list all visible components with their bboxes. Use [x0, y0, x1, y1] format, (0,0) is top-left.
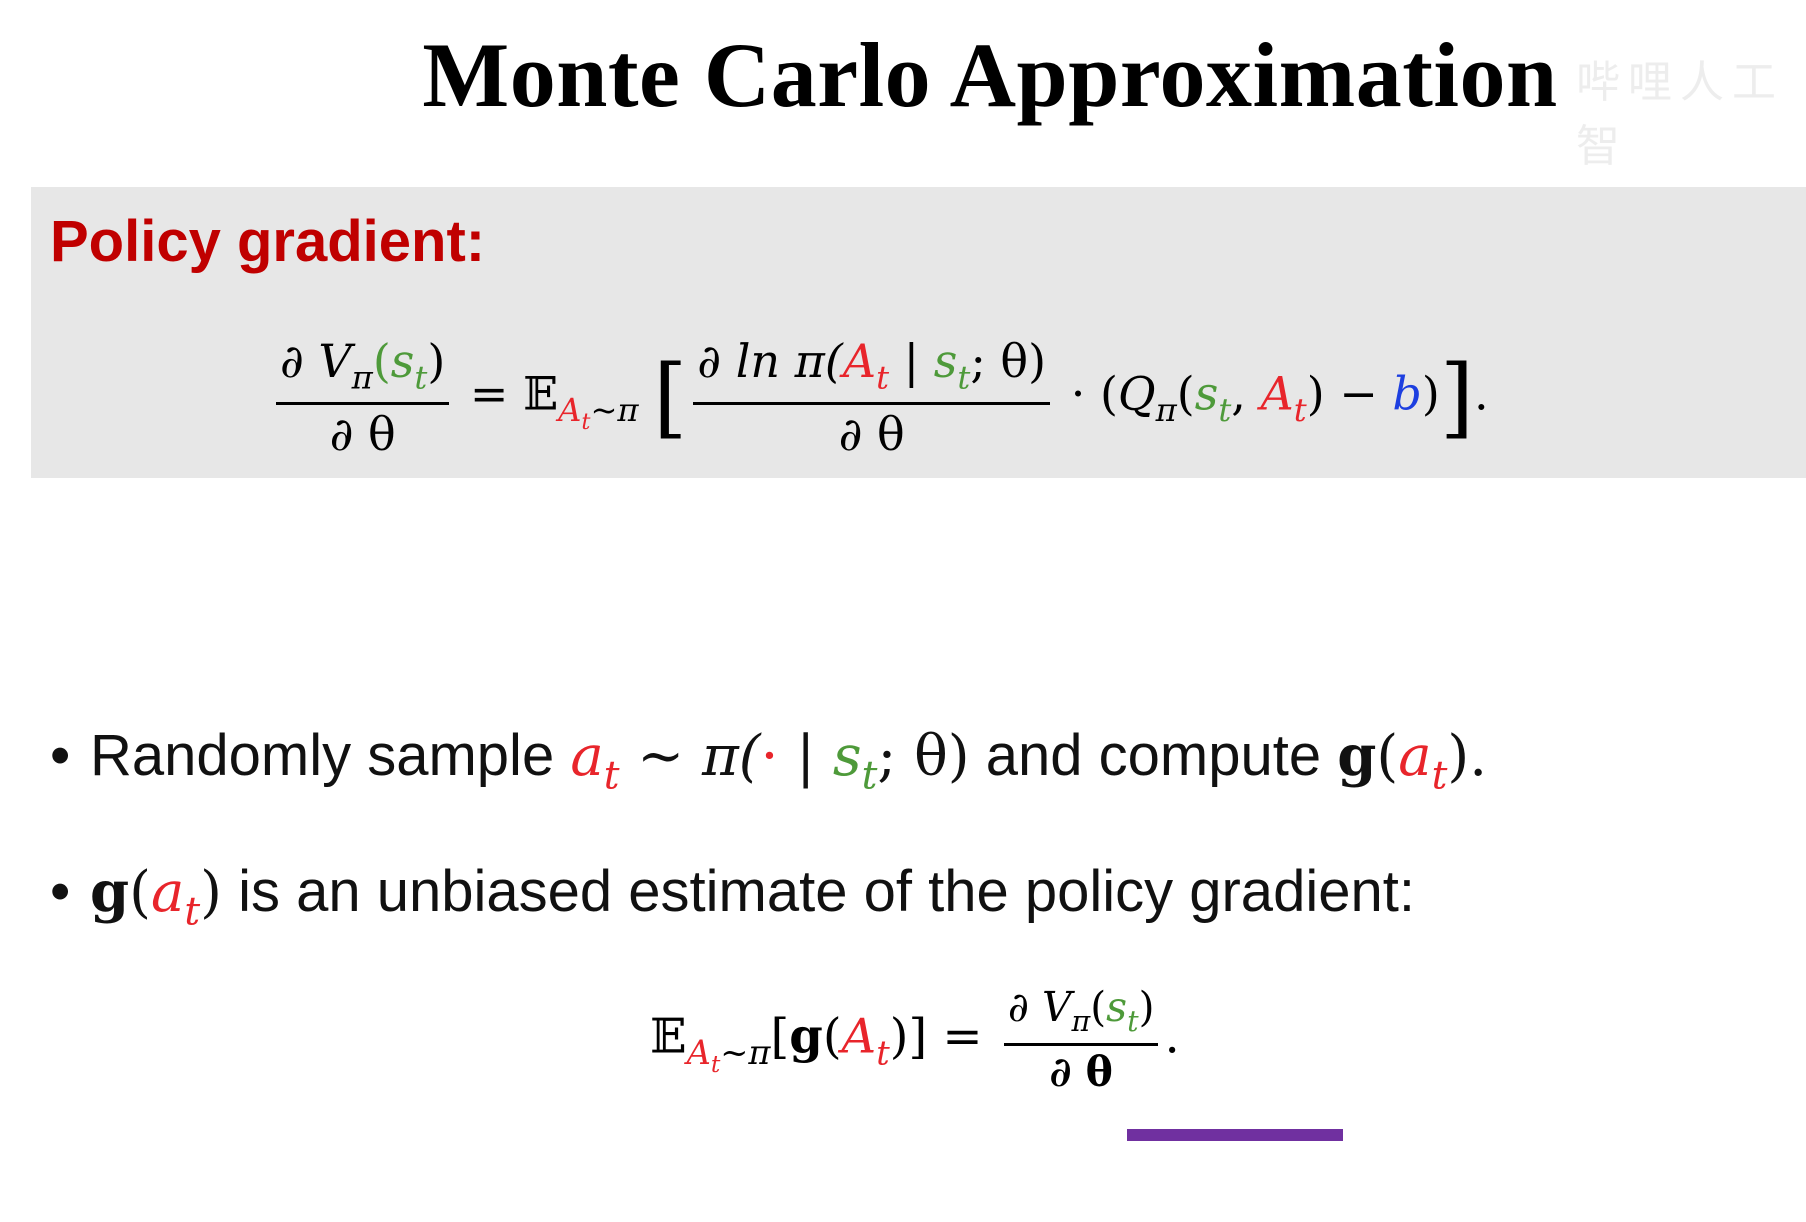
- t: t: [1127, 1003, 1139, 1038]
- paren: ): [427, 334, 446, 388]
- Q: Q: [1117, 366, 1156, 421]
- highlight-underline: [1127, 1129, 1343, 1141]
- t: t: [414, 358, 428, 397]
- A: A: [841, 1008, 877, 1065]
- unbiased-formula: 𝔼At~π[g(At)] = ∂ Vπ(st) ∂ θ .: [650, 985, 1180, 1095]
- denominator: ∂ θ: [1049, 1048, 1113, 1097]
- t: t: [1218, 390, 1232, 429]
- theta: ; θ): [877, 724, 970, 789]
- right-bracket: ]: [1439, 345, 1474, 448]
- text: is an unbiased estimate of the policy gr…: [222, 859, 1415, 924]
- paren: (: [372, 334, 391, 388]
- baseline: b: [1392, 366, 1422, 421]
- left-bracket: [: [653, 345, 688, 448]
- rhs-fraction: ∂ ln π(At | st; θ) ∂ θ: [693, 334, 1051, 461]
- a: a: [570, 724, 604, 789]
- s: s: [1194, 366, 1219, 421]
- comma: ,: [1231, 366, 1261, 421]
- policy-gradient-box: [31, 187, 1806, 478]
- policy-gradient-formula: ∂ Vπ(st) ∂ θ = 𝔼At~π [ ∂ ln π(At | st; θ…: [270, 336, 1489, 459]
- t: t: [710, 1050, 721, 1079]
- bracket: [: [770, 1008, 790, 1065]
- bar: |: [889, 334, 934, 388]
- period: .: [1164, 1008, 1180, 1065]
- paren: (: [1176, 366, 1195, 421]
- bullet-dot: •: [50, 723, 71, 788]
- t: t: [1293, 390, 1307, 429]
- A: A: [558, 390, 582, 429]
- period: .: [1473, 366, 1489, 421]
- paren: (: [1090, 983, 1107, 1031]
- a: a: [151, 860, 185, 925]
- paren: ).: [1447, 724, 1488, 789]
- g: g: [789, 1008, 823, 1065]
- A: A: [842, 334, 877, 388]
- text: and compute: [969, 723, 1338, 788]
- V: V: [318, 334, 352, 388]
- expectation: 𝔼: [650, 1008, 687, 1065]
- denominator: ∂ θ: [838, 406, 905, 461]
- s: s: [1106, 983, 1128, 1031]
- paren: ): [1138, 983, 1155, 1031]
- partial: ∂: [1007, 983, 1042, 1031]
- t: t: [957, 358, 971, 397]
- g: g: [90, 859, 130, 925]
- t: t: [876, 1033, 890, 1073]
- equals: =: [469, 366, 524, 421]
- equals: =: [927, 1008, 998, 1065]
- bracket: )]: [889, 1008, 928, 1065]
- pi: π: [351, 358, 373, 397]
- A: A: [1260, 366, 1294, 421]
- dot: · (: [1056, 366, 1118, 421]
- pi: ~ π(: [619, 724, 761, 789]
- paren: (: [129, 860, 152, 925]
- cdot: ·: [760, 724, 779, 789]
- t: t: [184, 889, 201, 935]
- t: t: [581, 408, 591, 435]
- A: A: [686, 1033, 711, 1073]
- gradient-fraction: ∂ Vπ(st) ∂ θ: [1003, 983, 1159, 1097]
- watermark: 哔哩人工智: [1576, 57, 1784, 172]
- slide-title: Monte Carlo Approximation: [422, 24, 1558, 126]
- paren: ): [1421, 366, 1440, 421]
- t: t: [861, 753, 878, 799]
- t: t: [876, 358, 890, 397]
- denominator: ∂ θ: [329, 406, 396, 461]
- bullet-sample: • Randomly sample at ~ π(· | st; θ) and c…: [50, 722, 1487, 799]
- policy-gradient-heading: Policy gradient:: [50, 209, 486, 274]
- pi: π: [1071, 1003, 1091, 1038]
- theta: ; θ): [970, 334, 1047, 388]
- pi: π: [1155, 390, 1177, 429]
- partial-ln-pi: ∂ ln π(: [697, 334, 843, 388]
- t: t: [603, 753, 620, 799]
- expectation: 𝔼: [523, 366, 559, 421]
- paren: (: [822, 1008, 842, 1065]
- bar: |: [778, 724, 833, 789]
- pi: ~π: [720, 1033, 771, 1073]
- state: s: [390, 334, 415, 388]
- paren: ): [200, 860, 223, 925]
- lhs-fraction: ∂ Vπ(st) ∂ θ: [276, 334, 450, 461]
- s: s: [832, 724, 862, 789]
- s: s: [933, 334, 958, 388]
- t: t: [1431, 753, 1448, 799]
- V: V: [1041, 983, 1072, 1031]
- bullet-dot: •: [50, 859, 71, 924]
- g: g: [1337, 723, 1377, 789]
- a: a: [1398, 724, 1432, 789]
- pi: ~π: [590, 390, 639, 429]
- paren: (: [1376, 724, 1399, 789]
- partial: ∂: [280, 334, 319, 388]
- minus: ) −: [1306, 366, 1393, 421]
- text: Randomly sample: [90, 723, 571, 788]
- bullet-unbiased: • g(at) is an unbiased estimate of the po…: [50, 858, 1415, 935]
